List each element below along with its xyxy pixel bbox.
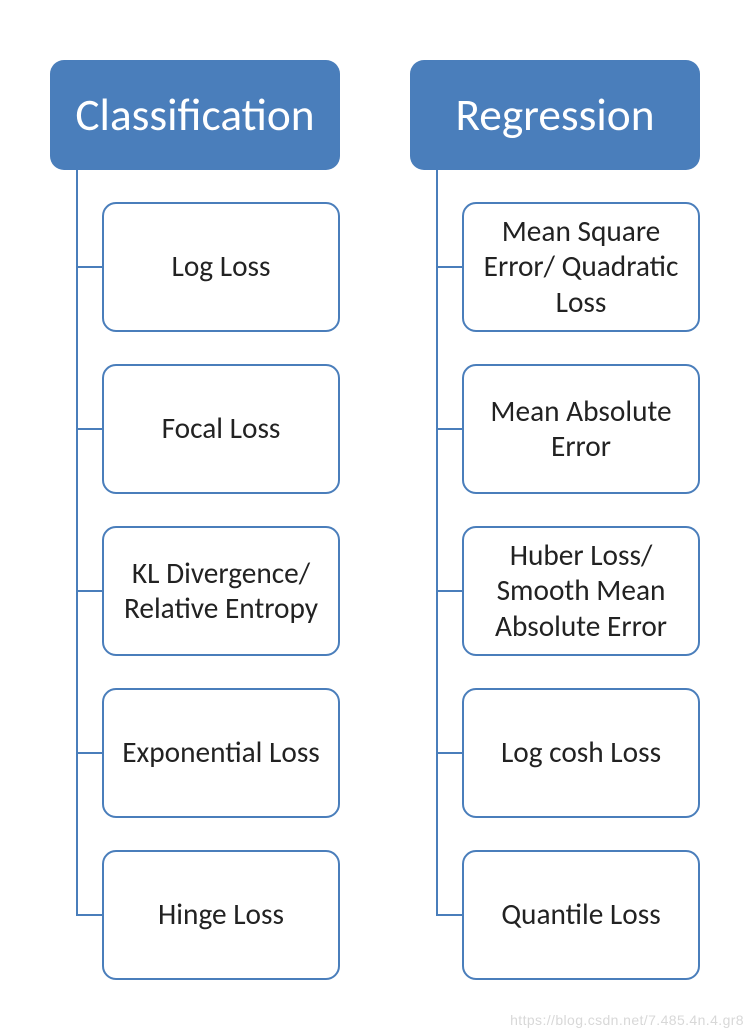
child-item: Log Loss [102, 202, 340, 332]
child-item: Hinge Loss [102, 850, 340, 980]
connector-branch [436, 914, 462, 916]
child-label: Quantile Loss [501, 897, 660, 932]
header-classification-label: Classification [75, 88, 314, 143]
diagram-canvas: Classification Log Loss Focal Loss KL Di… [0, 0, 750, 1032]
child-item: Focal Loss [102, 364, 340, 494]
connector-branch [76, 752, 102, 754]
column-regression: Regression Mean Square Error/ Quadratic … [410, 60, 700, 170]
child-label: Mean Square Error/ Quadratic Loss [474, 214, 688, 320]
child-label: Exponential Loss [122, 735, 320, 770]
connector-branch [436, 752, 462, 754]
connector-branch [436, 590, 462, 592]
connector-branch [76, 914, 102, 916]
connector-branch [76, 428, 102, 430]
child-label: Hinge Loss [158, 897, 284, 932]
connector-stem [76, 170, 78, 915]
connector-branch [76, 590, 102, 592]
connector-branch [436, 428, 462, 430]
watermark-text: https://blog.csdn.net/7.485.4n.4.gr8 [510, 1012, 744, 1028]
connector-branch [436, 266, 462, 268]
connector-branch [76, 266, 102, 268]
connector-stem [436, 170, 438, 915]
child-item: Quantile Loss [462, 850, 700, 980]
child-item: Log cosh Loss [462, 688, 700, 818]
child-label: KL Divergence/ Relative Entropy [114, 556, 328, 626]
child-item: Exponential Loss [102, 688, 340, 818]
header-classification: Classification [50, 60, 340, 170]
column-classification: Classification Log Loss Focal Loss KL Di… [50, 60, 340, 170]
child-label: Focal Loss [162, 411, 281, 446]
child-label: Mean Absolute Error [474, 394, 688, 464]
header-regression-label: Regression [455, 88, 654, 143]
child-item: KL Divergence/ Relative Entropy [102, 526, 340, 656]
child-label: Log Loss [172, 249, 271, 284]
child-item: Mean Square Error/ Quadratic Loss [462, 202, 700, 332]
child-item: Huber Loss/ Smooth Mean Absolute Error [462, 526, 700, 656]
child-label: Huber Loss/ Smooth Mean Absolute Error [474, 538, 688, 644]
child-label: Log cosh Loss [501, 735, 661, 770]
child-item: Mean Absolute Error [462, 364, 700, 494]
header-regression: Regression [410, 60, 700, 170]
